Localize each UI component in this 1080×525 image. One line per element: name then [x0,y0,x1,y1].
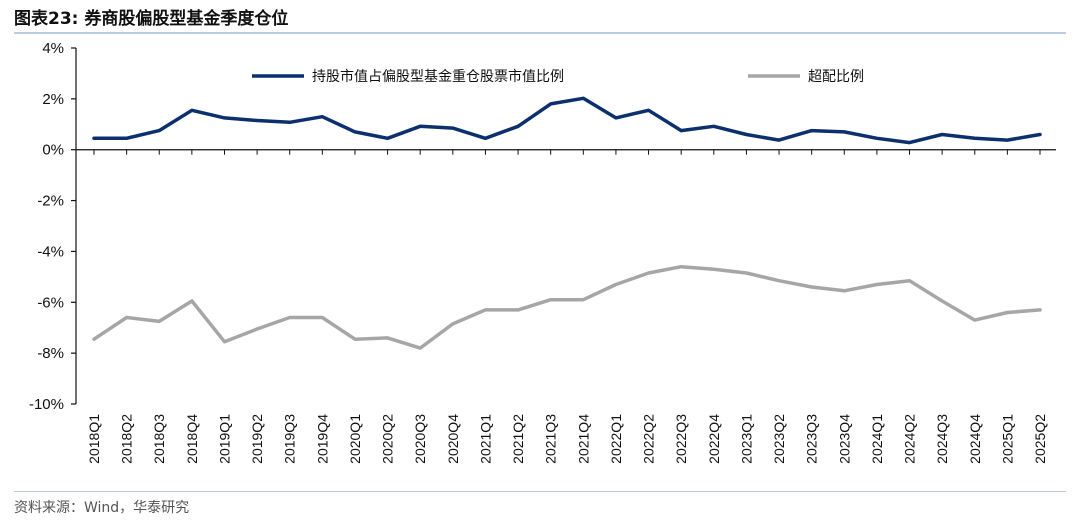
x-tick-label: 2023Q3 [804,414,820,464]
x-tick-label: 2019Q3 [282,414,298,464]
x-tick-label: 2024Q2 [902,414,918,464]
y-tick-label: -2% [37,193,64,210]
x-tick-label: 2021Q4 [575,414,591,464]
x-tick-label: 2021Q3 [543,414,559,464]
series-group [92,96,1042,350]
x-tick-label: 2018Q3 [151,414,167,464]
x-tick-label: 2023Q1 [738,414,754,464]
x-tick-label: 2020Q3 [412,414,428,464]
x-tick-label: 2024Q3 [934,414,950,464]
y-tick-label: 4% [42,40,64,57]
figure-title: 图表23: 券商股偏股型基金季度仓位 [14,9,289,29]
x-tick-label: 2018Q2 [119,414,135,464]
x-tick-label: 2023Q4 [836,414,852,464]
x-tick-label: 2020Q2 [380,414,396,464]
x-tick-label: 2019Q1 [216,414,232,464]
source-note: 资料来源：Wind，华泰研究 [14,500,190,516]
y-tick-label: 2% [42,91,64,108]
x-tick-label: 2020Q4 [445,414,461,464]
legend-label-1: 持股市值占偏股型基金重仓股票市值比例 [312,68,564,85]
legend-label-2: 超配比例 [808,69,864,85]
series-line-1 [92,96,1042,145]
x-tick-label: 2022Q3 [673,414,689,464]
y-tick-label: 0% [42,142,64,159]
x-tick-label: 2025Q2 [1032,414,1048,464]
x-tick-label: 2022Q4 [706,414,722,464]
y-tick-label: -10% [29,396,64,413]
x-tick-label: 2024Q1 [869,414,885,464]
axes: 4% 2% 0% -2% -4% -6% -8% -10% 2018Q1 2018Q2 2018Q3… [29,40,1056,464]
y-tick-label: -8% [37,345,64,362]
x-tick-label: 2021Q1 [477,414,493,464]
x-tick-label: 2024Q4 [967,414,983,464]
x-tick-label: 2018Q4 [184,414,200,464]
source-rule [14,491,1066,492]
series-line-2 [92,264,1042,350]
x-tick-label: 2019Q2 [249,414,265,464]
x-tick-label: 2018Q1 [86,414,102,464]
x-tick-label: 2025Q1 [999,414,1015,464]
y-tick-label: -6% [37,294,64,311]
x-tick-label: 2020Q1 [347,414,363,464]
x-tick-label: 2021Q2 [510,414,526,464]
x-tick-label: 2019Q4 [314,414,330,464]
title-rule [14,32,1066,34]
x-tick-label: 2023Q2 [771,414,787,464]
x-tick-label: 2022Q1 [608,414,624,464]
y-tick-label: -4% [37,243,64,260]
legend: 持股市值占偏股型基金重仓股票市值比例 超配比例 [252,68,864,85]
x-tick-label: 2022Q2 [641,414,657,464]
